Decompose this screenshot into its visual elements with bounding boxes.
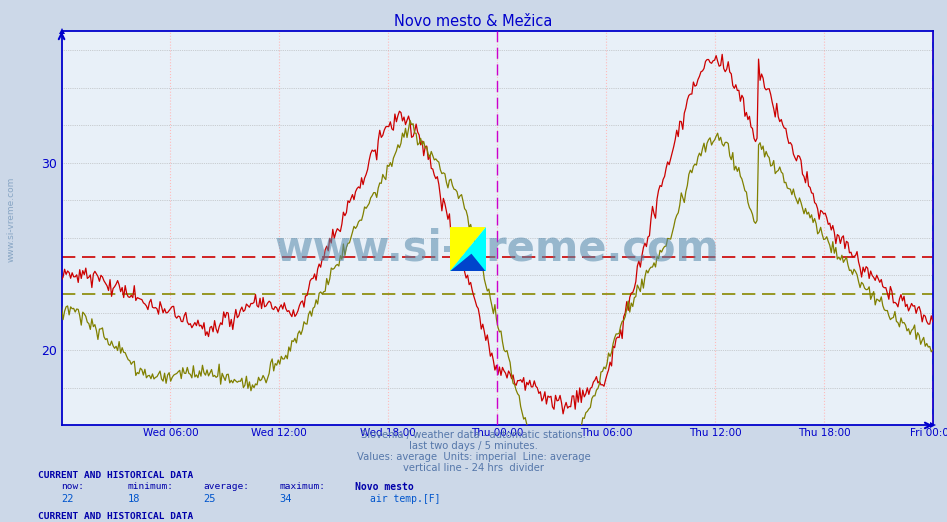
Text: Novo mesto: Novo mesto — [355, 482, 414, 492]
Text: vertical line - 24 hrs  divider: vertical line - 24 hrs divider — [403, 463, 544, 473]
Polygon shape — [450, 227, 486, 271]
Text: last two days / 5 minutes.: last two days / 5 minutes. — [409, 441, 538, 451]
Text: average:: average: — [204, 482, 250, 491]
Text: CURRENT AND HISTORICAL DATA: CURRENT AND HISTORICAL DATA — [38, 512, 193, 521]
Polygon shape — [450, 254, 486, 271]
Text: Values: average  Units: imperial  Line: average: Values: average Units: imperial Line: av… — [357, 452, 590, 462]
Polygon shape — [450, 227, 486, 271]
Text: 34: 34 — [279, 494, 292, 504]
Text: 18: 18 — [128, 494, 140, 504]
Text: now:: now: — [62, 482, 84, 491]
Text: Novo mesto & Mežica: Novo mesto & Mežica — [394, 14, 553, 29]
Text: www.si-vreme.com: www.si-vreme.com — [275, 227, 720, 269]
Text: minimum:: minimum: — [128, 482, 174, 491]
Text: www.si-vreme.com: www.si-vreme.com — [7, 176, 16, 262]
Text: CURRENT AND HISTORICAL DATA: CURRENT AND HISTORICAL DATA — [38, 471, 193, 480]
Text: Slovenia / weather data - automatic stations.: Slovenia / weather data - automatic stat… — [361, 430, 586, 440]
Text: maximum:: maximum: — [279, 482, 326, 491]
Text: 25: 25 — [204, 494, 216, 504]
Text: 22: 22 — [62, 494, 74, 504]
Text: air temp.[F]: air temp.[F] — [370, 494, 440, 504]
